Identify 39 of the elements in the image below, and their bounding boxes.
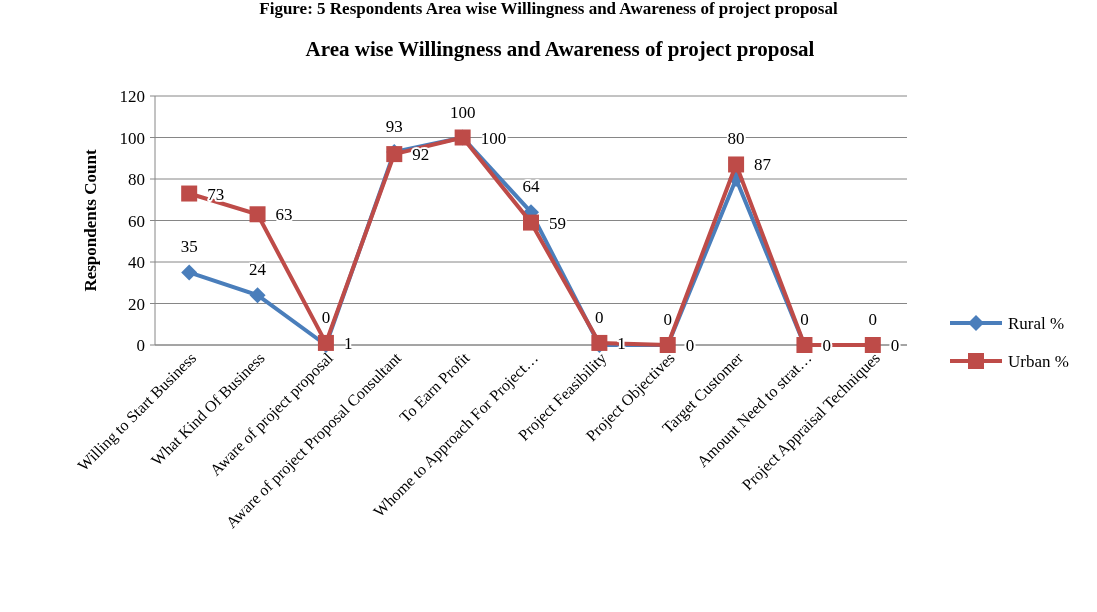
legend-label: Rural %	[1008, 314, 1065, 333]
y-tick-label: 80	[128, 170, 145, 189]
data-label: 100	[449, 102, 476, 122]
legend-label: Urban %	[1008, 352, 1069, 371]
data-label: 0	[595, 307, 604, 327]
data-label: 35	[180, 237, 198, 257]
chart-title: Area wise Willingness and Awareness of project proposal	[305, 37, 815, 61]
data-label: 73	[207, 184, 225, 204]
y-tick-label: 0	[136, 336, 145, 355]
point	[728, 156, 745, 173]
data-label: 0	[890, 336, 900, 355]
y-tick-label: 40	[128, 253, 145, 272]
text: Figure: 5 Respondents Area wise Willingness and Awareness of project proposal	[259, 0, 838, 18]
data-label: 100	[480, 128, 507, 148]
data-label: 59	[549, 213, 566, 233]
y-axis-title: Respondents Count	[81, 149, 100, 292]
y-tick-label: 60	[128, 211, 145, 231]
data-label: 1	[617, 333, 626, 353]
data-label: 92	[412, 145, 430, 165]
data-label: 24	[249, 260, 267, 280]
data-label: 0	[800, 310, 809, 329]
y-tick-label: 100	[119, 128, 145, 148]
y-tick-label: 20	[128, 294, 145, 314]
y-tick-label: 120	[119, 87, 145, 106]
data-label: 80	[727, 129, 745, 149]
data-label: 93	[385, 117, 403, 137]
data-label: 0	[663, 310, 672, 329]
data-label: 0	[685, 336, 695, 355]
point	[181, 185, 198, 202]
point	[523, 214, 539, 231]
data-label: 0	[321, 307, 331, 327]
data-label: 0	[868, 310, 878, 329]
data-label: 63	[275, 205, 293, 225]
data-label: 1	[343, 333, 353, 353]
point	[181, 264, 198, 281]
point	[249, 206, 266, 223]
data-label: 64	[522, 177, 540, 197]
point	[249, 287, 266, 304]
data-label: 87	[754, 155, 772, 175]
